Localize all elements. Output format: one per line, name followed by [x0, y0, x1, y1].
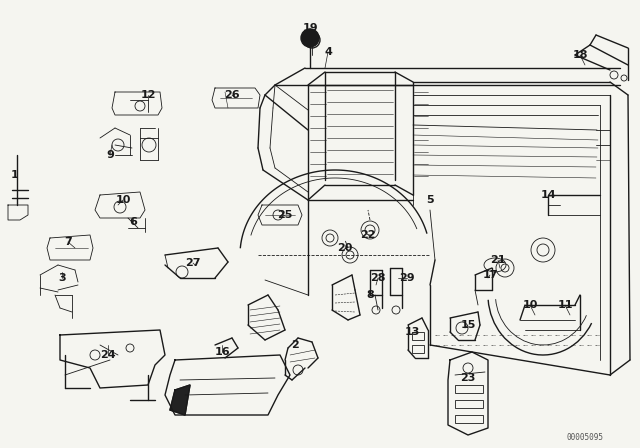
- Text: 20: 20: [337, 243, 353, 253]
- Text: 21: 21: [490, 255, 506, 265]
- Bar: [412, 345, 424, 353]
- Bar: [455, 415, 483, 423]
- Circle shape: [308, 36, 316, 44]
- Circle shape: [305, 33, 315, 43]
- Text: 4: 4: [324, 47, 332, 57]
- Text: 10: 10: [522, 300, 538, 310]
- Text: 27: 27: [185, 258, 201, 268]
- Polygon shape: [170, 385, 190, 415]
- Text: 8: 8: [366, 290, 374, 300]
- Text: 2: 2: [291, 340, 299, 350]
- Text: 14: 14: [540, 190, 556, 200]
- Text: 1: 1: [11, 170, 19, 180]
- Text: 28: 28: [371, 273, 386, 283]
- Circle shape: [301, 29, 319, 47]
- Text: 23: 23: [460, 373, 476, 383]
- Text: 17: 17: [483, 270, 498, 280]
- Text: 7: 7: [64, 237, 72, 247]
- Text: 13: 13: [404, 327, 420, 337]
- Text: 26: 26: [224, 90, 240, 100]
- Text: 19: 19: [302, 23, 318, 33]
- Text: 12: 12: [140, 90, 156, 100]
- Bar: [455, 400, 483, 408]
- Text: 6: 6: [129, 217, 137, 227]
- Text: 11: 11: [557, 300, 573, 310]
- Text: 10: 10: [115, 195, 131, 205]
- Text: 9: 9: [106, 150, 114, 160]
- Text: 24: 24: [100, 350, 116, 360]
- Bar: [455, 385, 483, 393]
- Text: 3: 3: [58, 273, 66, 283]
- Text: 16: 16: [214, 347, 230, 357]
- Text: 29: 29: [399, 273, 415, 283]
- Text: 22: 22: [360, 230, 376, 240]
- Text: 25: 25: [277, 210, 292, 220]
- Text: 18: 18: [572, 50, 588, 60]
- Text: 00005095: 00005095: [566, 434, 604, 443]
- Bar: [412, 332, 424, 340]
- Text: 5: 5: [426, 195, 434, 205]
- Text: 15: 15: [460, 320, 476, 330]
